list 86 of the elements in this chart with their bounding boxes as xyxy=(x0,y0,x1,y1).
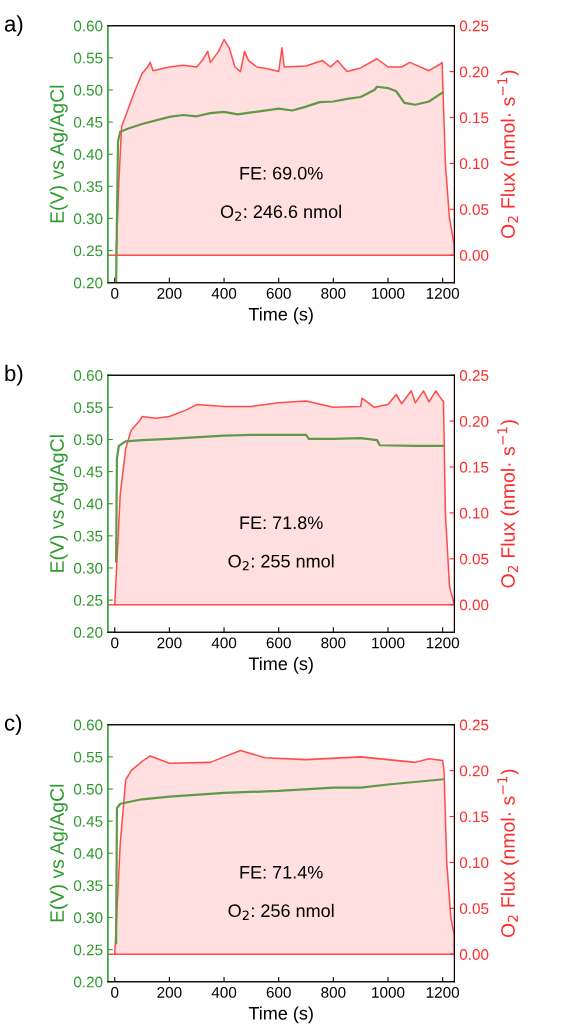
y-tick-label: 0.20 xyxy=(73,277,103,289)
y2-tick-label: 0.00 xyxy=(459,250,489,261)
annotation: O$_{2}$: 255 nmol xyxy=(228,554,334,571)
annotation: FE: 71.8% xyxy=(240,516,323,530)
y-tick-label: 0.40 xyxy=(73,498,103,510)
y-axis-title: E(V) vs Ag/AgCl xyxy=(49,784,68,922)
y2-tick-label: 0.15 xyxy=(459,461,489,473)
annotation: O$_{2}$: 256 nmol xyxy=(228,903,334,920)
y2-tick-label: 0.10 xyxy=(459,158,489,170)
y-tick-label: 0.60 xyxy=(73,370,103,381)
y-tick-label: 0.55 xyxy=(73,52,103,64)
y2-tick-label: 0.25 xyxy=(459,719,489,731)
y2-tick-label: 0.25 xyxy=(459,370,489,381)
chart-title: b) xyxy=(5,364,23,386)
x-tick-label: 200 xyxy=(157,987,182,998)
y-tick-label: 0.20 xyxy=(73,976,103,988)
y2-tick-label: 0.05 xyxy=(459,204,489,215)
y2-tick-label: 0.15 xyxy=(459,112,489,124)
x-tick-label: 800 xyxy=(321,287,346,299)
y-tick-label: 0.50 xyxy=(73,434,103,446)
x-axis-title: Time (s) xyxy=(248,1006,313,1024)
x-tick-label: 200 xyxy=(157,287,182,299)
y-tick-label: 0.30 xyxy=(73,213,103,225)
y-tick-label: 0.35 xyxy=(73,530,103,542)
x-axis-title: Time (s) xyxy=(248,656,313,674)
y-tick-label: 0.50 xyxy=(73,783,103,795)
x-tick-label: 800 xyxy=(321,987,346,998)
x-tick-label: 600 xyxy=(266,987,291,998)
y-tick-label: 0.30 xyxy=(73,912,103,924)
y2-tick-label: 0.05 xyxy=(459,903,489,914)
annotation: FE: 69.0% xyxy=(240,166,323,180)
x-tick-label: 1000 xyxy=(372,637,405,649)
x-tick-label: 400 xyxy=(211,987,237,998)
x-axis-title: Time (s) xyxy=(248,307,313,325)
x-tick-label: 1200 xyxy=(426,287,460,299)
y2-axis-title: O$_{2}$ Flux (nmol· s$^{−1}$) xyxy=(497,420,519,588)
y2-tick-label: 0.10 xyxy=(459,507,489,519)
y-tick-label: 0.25 xyxy=(73,594,103,606)
x-tick-label: 1200 xyxy=(426,637,460,649)
x-tick-label: 600 xyxy=(266,637,291,649)
x-tick-label: 800 xyxy=(321,637,346,649)
y-axis-title: E(V) vs Ag/AgCl xyxy=(49,435,68,572)
y2-tick-label: 0.05 xyxy=(459,553,489,565)
y-tick-label: 0.30 xyxy=(73,562,103,574)
y2-tick-label: 0.25 xyxy=(459,20,489,32)
y-axis-title: E(V) vs Ag/AgCl xyxy=(49,85,68,223)
line-series xyxy=(115,778,444,945)
y-tick-label: 0.45 xyxy=(73,466,103,478)
x-tick-label: 0 xyxy=(111,287,119,299)
y-tick-label: 0.25 xyxy=(73,944,103,956)
chart-title: c) xyxy=(4,714,22,736)
y-tick-label: 0.45 xyxy=(73,815,103,827)
y2-tick-label: 0.00 xyxy=(459,949,489,960)
y2-tick-label: 0.20 xyxy=(459,765,489,777)
x-tick-label: 0 xyxy=(111,637,119,649)
x-tick-label: 400 xyxy=(211,637,237,649)
chart-title: a) xyxy=(4,15,23,37)
y2-axis-title: O$_{2}$ Flux (nmol· s$^{−1}$) xyxy=(497,769,519,938)
x-tick-label: 200 xyxy=(157,637,182,649)
y2-tick-label: 0.00 xyxy=(459,599,489,611)
x-tick-label: 600 xyxy=(266,287,291,299)
y-tick-label: 0.35 xyxy=(73,880,103,892)
y-tick-label: 0.60 xyxy=(73,20,103,32)
x-tick-label: 1000 xyxy=(372,987,405,998)
y-tick-label: 0.50 xyxy=(73,84,103,96)
x-tick-label: 1200 xyxy=(426,987,460,998)
y-tick-label: 0.35 xyxy=(73,181,103,193)
y2-axis-title: O$_{2}$ Flux (nmol· s$^{−1}$) xyxy=(497,70,519,239)
y-tick-label: 0.20 xyxy=(73,627,103,638)
annotation: O$_{2}$: 246.6 nmol xyxy=(220,204,341,221)
x-tick-label: 1000 xyxy=(372,287,405,299)
y-tick-label: 0.40 xyxy=(73,848,103,859)
x-tick-label: 0 xyxy=(111,987,119,998)
y2-tick-label: 0.20 xyxy=(459,66,489,78)
y-tick-label: 0.60 xyxy=(73,719,103,731)
y-tick-label: 0.55 xyxy=(73,402,103,414)
y-tick-label: 0.25 xyxy=(73,245,103,257)
y-tick-label: 0.45 xyxy=(73,116,103,128)
x-tick-label: 400 xyxy=(211,287,237,299)
y2-tick-label: 0.15 xyxy=(459,811,489,823)
y-tick-label: 0.40 xyxy=(73,149,103,160)
y-tick-label: 0.55 xyxy=(73,751,103,763)
y2-tick-label: 0.20 xyxy=(459,415,489,427)
annotation: FE: 71.4% xyxy=(240,865,323,879)
y2-tick-label: 0.10 xyxy=(459,857,489,869)
line-series xyxy=(115,85,444,283)
